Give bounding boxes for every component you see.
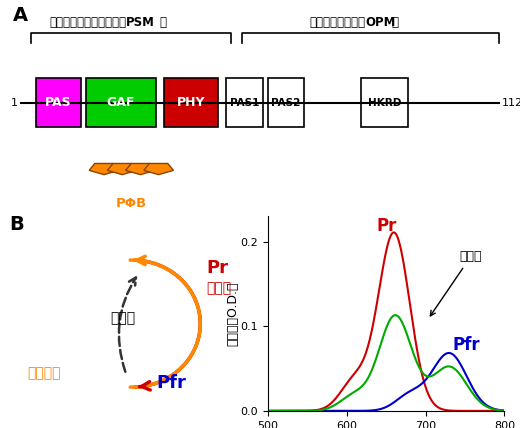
Text: HKRD: HKRD: [368, 98, 401, 108]
Text: PAS: PAS: [45, 96, 72, 109]
FancyBboxPatch shape: [268, 78, 304, 128]
Text: Pfr: Pfr: [157, 374, 186, 392]
FancyBboxPatch shape: [226, 78, 263, 128]
Text: 遠赤外光: 遠赤外光: [28, 366, 61, 380]
Text: ）: ）: [392, 16, 398, 29]
Text: PHY: PHY: [177, 96, 205, 109]
Text: PAS2: PAS2: [271, 98, 301, 108]
FancyBboxPatch shape: [361, 78, 408, 128]
Text: GAF: GAF: [107, 96, 135, 109]
Text: A: A: [13, 6, 28, 25]
Text: 出力モジュール（: 出力モジュール（: [309, 16, 365, 29]
Text: OPM: OPM: [365, 16, 396, 29]
Text: Pr: Pr: [376, 217, 397, 235]
Text: 1124: 1124: [502, 98, 520, 108]
Text: 熱緩和: 熱緩和: [110, 311, 136, 325]
Text: PAS1: PAS1: [230, 98, 259, 108]
Text: B: B: [9, 215, 24, 234]
FancyBboxPatch shape: [164, 78, 218, 128]
FancyBboxPatch shape: [36, 78, 81, 128]
Text: PSM: PSM: [126, 16, 155, 29]
Text: 1: 1: [11, 98, 18, 108]
Text: Pr: Pr: [206, 259, 229, 277]
Text: 光平衡: 光平衡: [431, 250, 482, 316]
Text: Pfr: Pfr: [453, 336, 480, 354]
Text: ）: ）: [160, 16, 167, 29]
Text: 光センサーモジュール（: 光センサーモジュール（: [49, 16, 126, 29]
Y-axis label: 吸光度（O.D.）: 吸光度（O.D.）: [226, 281, 239, 346]
Text: 赤色光: 赤色光: [206, 282, 232, 296]
Text: PΦB: PΦB: [116, 197, 147, 210]
FancyBboxPatch shape: [86, 78, 156, 128]
